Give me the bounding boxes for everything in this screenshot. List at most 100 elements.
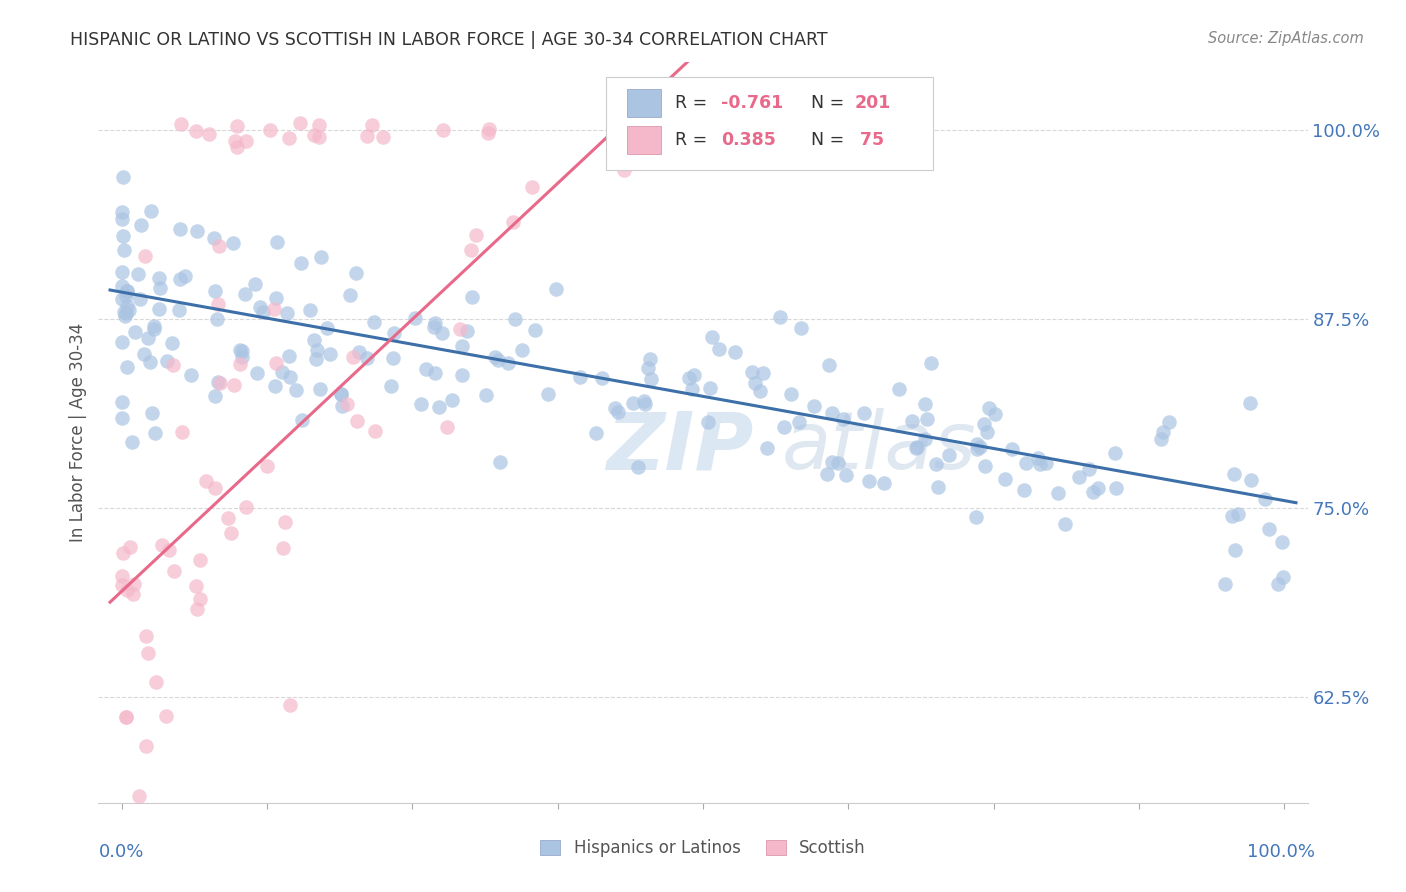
Point: [139, 204, 162, 219]
Text: -0.761: -0.761: [721, 95, 783, 112]
Point: [346, 413, 368, 427]
Point: [1240, 473, 1263, 487]
Point: [707, 342, 730, 356]
Point: [749, 123, 772, 137]
Point: [124, 325, 146, 339]
Point: [873, 475, 896, 490]
Point: [148, 271, 170, 285]
Point: [1254, 492, 1277, 507]
Point: [280, 369, 302, 384]
Point: [384, 326, 406, 341]
Point: [167, 303, 190, 318]
Point: [162, 358, 184, 372]
Point: [356, 351, 378, 366]
Point: [678, 371, 700, 385]
Point: [503, 312, 526, 326]
Point: [803, 399, 825, 413]
Point: [112, 546, 135, 560]
Point: [1087, 482, 1109, 496]
Point: [682, 368, 704, 383]
Point: [285, 383, 308, 397]
Point: [423, 366, 446, 380]
Point: [252, 304, 274, 318]
Point: [157, 543, 180, 558]
Point: [773, 419, 796, 434]
Point: [749, 123, 772, 137]
Point: [969, 440, 991, 454]
Point: [128, 292, 150, 306]
Point: [613, 163, 636, 178]
Point: [188, 552, 211, 566]
Point: [1152, 425, 1174, 440]
Point: [128, 789, 150, 803]
Point: [274, 515, 297, 529]
Point: [621, 396, 644, 410]
Point: [915, 412, 938, 426]
Point: [155, 354, 177, 368]
Point: [115, 300, 138, 314]
Point: [135, 629, 157, 643]
FancyBboxPatch shape: [627, 126, 661, 154]
Point: [474, 388, 496, 402]
Point: [329, 387, 352, 401]
Point: [835, 467, 858, 482]
Text: 201: 201: [855, 95, 890, 112]
Point: [277, 131, 299, 145]
Point: [316, 320, 339, 334]
Point: [121, 587, 143, 601]
Point: [449, 322, 471, 336]
Point: [976, 425, 998, 439]
Point: [231, 343, 253, 358]
Text: R =: R =: [675, 131, 713, 149]
Point: [1239, 396, 1261, 410]
Point: [496, 356, 519, 370]
Point: [1026, 450, 1049, 465]
Point: [111, 395, 134, 409]
Point: [249, 300, 271, 314]
Point: [451, 368, 474, 382]
Point: [202, 231, 225, 245]
Legend: Hispanics or Latinos, Scottish: Hispanics or Latinos, Scottish: [540, 839, 866, 857]
Point: [889, 382, 911, 396]
Point: [198, 127, 221, 141]
Point: [404, 310, 426, 325]
Point: [904, 442, 927, 456]
Point: [204, 389, 226, 403]
Text: Source: ZipAtlas.com: Source: ZipAtlas.com: [1208, 31, 1364, 46]
Point: [1069, 470, 1091, 484]
Point: [1035, 456, 1057, 470]
Point: [484, 350, 506, 364]
Point: [1267, 576, 1289, 591]
Point: [264, 356, 287, 370]
Point: [115, 359, 138, 374]
Point: [901, 414, 924, 428]
Point: [1272, 570, 1295, 584]
Point: [290, 256, 312, 270]
Point: [221, 236, 243, 251]
Point: [278, 350, 301, 364]
Point: [524, 323, 547, 337]
Point: [914, 396, 936, 410]
Point: [1157, 415, 1180, 429]
Point: [173, 268, 195, 283]
Point: [537, 386, 560, 401]
Text: atlas: atlas: [782, 409, 976, 486]
Point: [136, 331, 159, 345]
Point: [965, 509, 987, 524]
Point: [1271, 534, 1294, 549]
Point: [245, 277, 267, 292]
Point: [111, 169, 134, 184]
Point: [118, 540, 141, 554]
Point: [451, 339, 474, 353]
Point: [1029, 457, 1052, 471]
Point: [208, 239, 231, 253]
Point: [170, 117, 193, 131]
Point: [373, 130, 395, 145]
Point: [974, 458, 997, 473]
Point: [143, 322, 166, 336]
Point: [1150, 432, 1173, 446]
Point: [465, 228, 488, 243]
Point: [299, 302, 322, 317]
Point: [1258, 522, 1281, 536]
Point: [205, 311, 228, 326]
